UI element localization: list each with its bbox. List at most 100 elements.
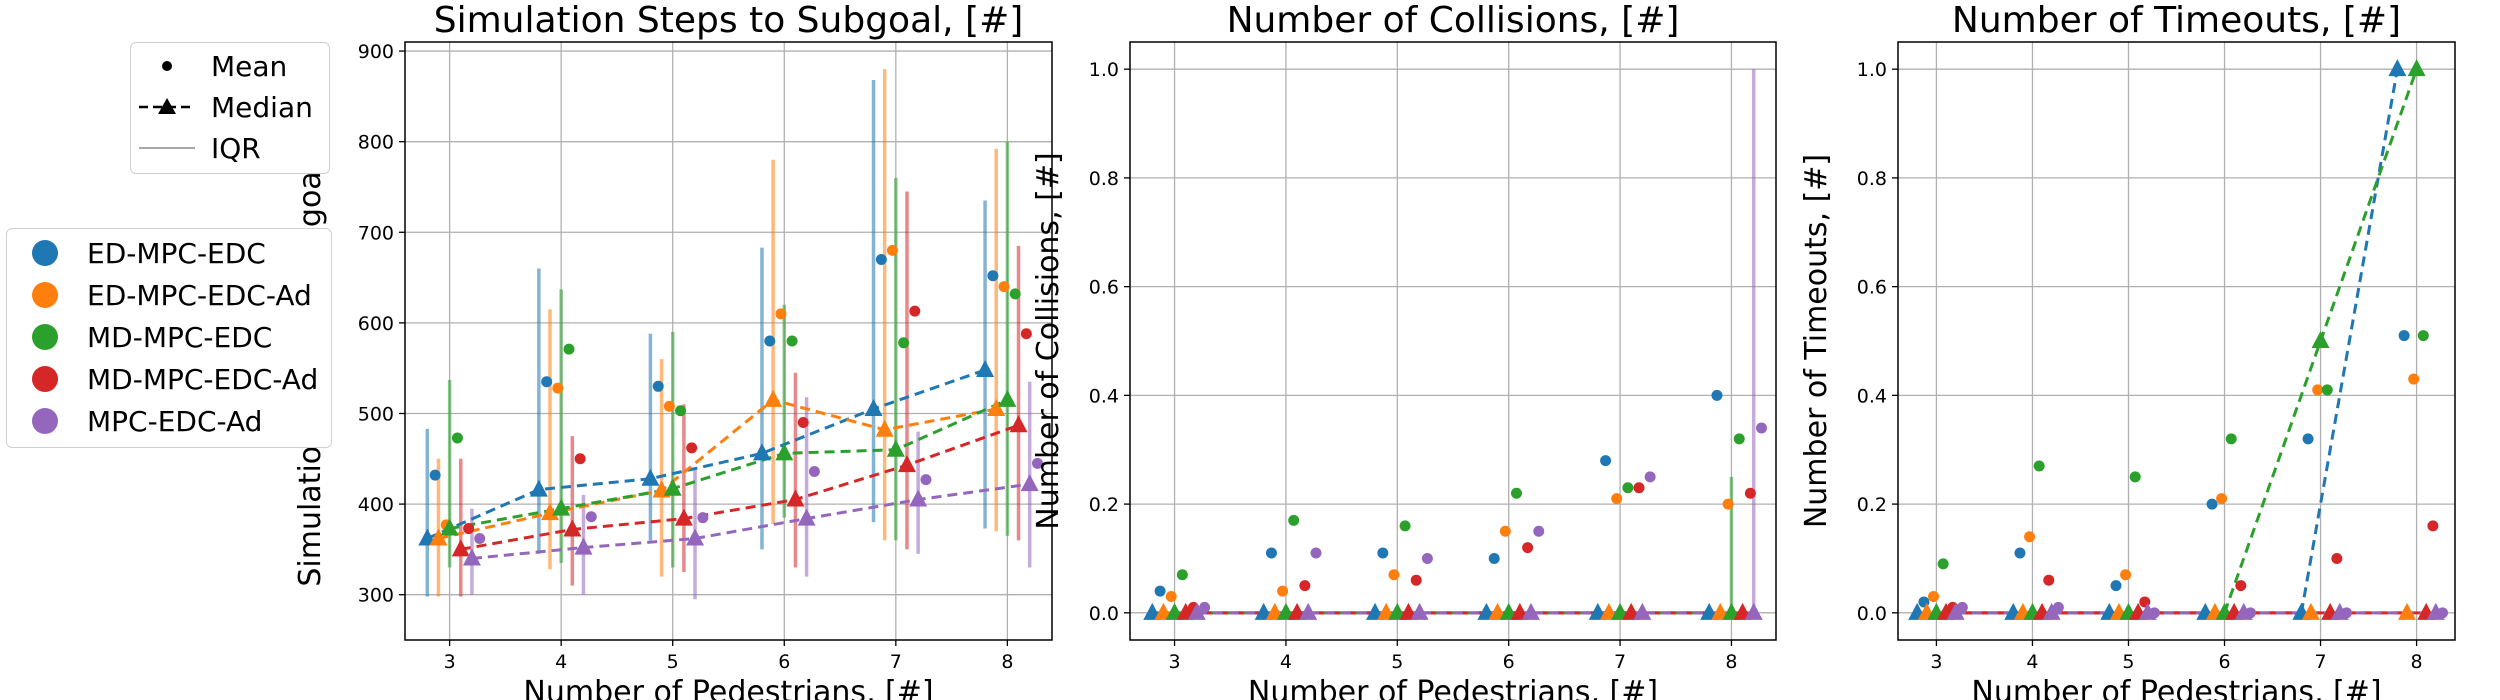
median-marker xyxy=(875,419,894,437)
mean-dot-icon xyxy=(162,61,172,71)
mean-point xyxy=(1928,591,1940,603)
median-marker xyxy=(2426,602,2445,620)
mean-point xyxy=(1644,471,1656,483)
mean-point xyxy=(2014,547,2026,559)
mean-point xyxy=(1288,514,1300,526)
median-marker xyxy=(686,528,705,546)
median-marker xyxy=(752,443,771,461)
mean-point xyxy=(541,376,553,388)
median-triangle-icon xyxy=(139,98,195,114)
median-marker xyxy=(775,443,794,461)
method-legend-label: MD-MPC-EDC-Ad xyxy=(87,362,319,396)
mean-point xyxy=(1310,547,1322,559)
method-legend-item: MPC-EDC-Ad xyxy=(7,401,262,441)
stat-legend-label: Mean xyxy=(211,49,288,83)
x-tick-label: 6 xyxy=(778,651,790,673)
x-tick-label: 5 xyxy=(2122,651,2134,673)
method-legend: ED-MPC-EDC ED-MPC-EDC-Ad MD-MPC-EDC MD-M… xyxy=(6,228,332,448)
median-marker xyxy=(574,537,593,555)
mean-point xyxy=(1020,328,1032,340)
mean-point xyxy=(1711,389,1723,401)
median-marker xyxy=(2301,602,2320,620)
mean-point xyxy=(1199,601,1211,613)
ed-mpc-edc-marker-icon xyxy=(32,240,58,266)
mean-point xyxy=(463,523,475,535)
y-tick-label: 0.4 xyxy=(1857,385,1887,407)
mean-point xyxy=(2216,493,2228,505)
method-legend-label: ED-MPC-EDC-Ad xyxy=(87,278,312,312)
median-marker xyxy=(909,489,928,507)
mean-point xyxy=(1299,580,1311,592)
mean-point xyxy=(1633,482,1645,494)
mean-point xyxy=(1421,552,1433,564)
mean-point xyxy=(2043,574,2055,586)
median-marker xyxy=(440,518,459,536)
median-marker xyxy=(2042,602,2061,620)
y-tick-label: 600 xyxy=(358,313,394,335)
mean-point xyxy=(1410,574,1422,586)
mean-point xyxy=(2033,460,2045,472)
mean-point xyxy=(1176,569,1188,581)
y-tick-label: 0.8 xyxy=(1089,168,1119,190)
mean-point xyxy=(2052,601,2064,613)
x-tick-label: 5 xyxy=(1391,651,1403,673)
mean-point xyxy=(1533,525,1545,537)
mean-point xyxy=(1377,547,1389,559)
median-marker xyxy=(2397,602,2416,620)
mean-point xyxy=(2312,384,2324,396)
y-tick-label: 900 xyxy=(358,41,394,63)
median-marker xyxy=(541,503,560,521)
median-line xyxy=(426,368,986,540)
method-legend-item: ED-MPC-EDC xyxy=(7,233,266,273)
mean-point xyxy=(2321,384,2333,396)
mean-point xyxy=(1622,482,1634,494)
median-marker xyxy=(2388,59,2407,77)
mean-point xyxy=(1956,601,1968,613)
plot-frame xyxy=(1897,41,2456,641)
x-tick-label: 5 xyxy=(667,651,679,673)
mean-point xyxy=(2302,433,2314,445)
method-legend-item: MD-MPC-EDC xyxy=(7,317,272,357)
median-marker xyxy=(1410,602,1429,620)
median-line xyxy=(449,398,1008,531)
median-marker xyxy=(2138,602,2157,620)
mean-point xyxy=(1937,558,1949,570)
median-marker xyxy=(2234,602,2253,620)
y-tick-label: 700 xyxy=(358,222,394,244)
mean-point xyxy=(920,474,932,486)
mean-point xyxy=(1499,525,1511,537)
mean-point xyxy=(2225,433,2237,445)
y-tick-label: 400 xyxy=(358,494,394,516)
mean-point xyxy=(2129,471,2141,483)
median-line xyxy=(471,482,1030,560)
mean-point xyxy=(1600,455,1612,467)
mean-point xyxy=(2331,552,2343,564)
x-axis-label: Number of Pedestrians, [#] xyxy=(1248,675,1658,700)
median-marker xyxy=(1187,602,1206,620)
mean-point xyxy=(808,465,820,477)
mean-point xyxy=(886,244,898,256)
x-tick-label: 7 xyxy=(890,651,902,673)
iqr-line-icon xyxy=(139,147,195,149)
mean-point xyxy=(898,337,910,349)
median-marker xyxy=(1020,474,1039,492)
x-tick-label: 4 xyxy=(555,651,567,673)
median-marker xyxy=(1946,602,1965,620)
mean-point xyxy=(1154,585,1166,597)
median-marker xyxy=(429,528,448,546)
mean-point xyxy=(474,533,486,545)
stat-legend-item-mean: Mean xyxy=(131,46,287,86)
x-tick-label: 8 xyxy=(2411,651,2423,673)
median-marker xyxy=(2330,602,2349,620)
mean-point xyxy=(1756,422,1768,434)
chart-3: 3 4 5 6 7 8 0.0 0.2 0.4 0.6 0.8 1.0 Number of Timeou… xyxy=(1799,0,2456,700)
median-marker xyxy=(1744,602,1763,620)
mean-point xyxy=(1488,552,1500,564)
mean-point xyxy=(663,400,675,412)
median-marker xyxy=(529,479,548,497)
mean-point xyxy=(875,253,887,265)
md-mpc-edc-ad-marker-icon xyxy=(32,366,58,392)
median-marker xyxy=(1521,602,1540,620)
y-tick-label: 800 xyxy=(358,132,394,154)
median-marker xyxy=(462,548,481,566)
